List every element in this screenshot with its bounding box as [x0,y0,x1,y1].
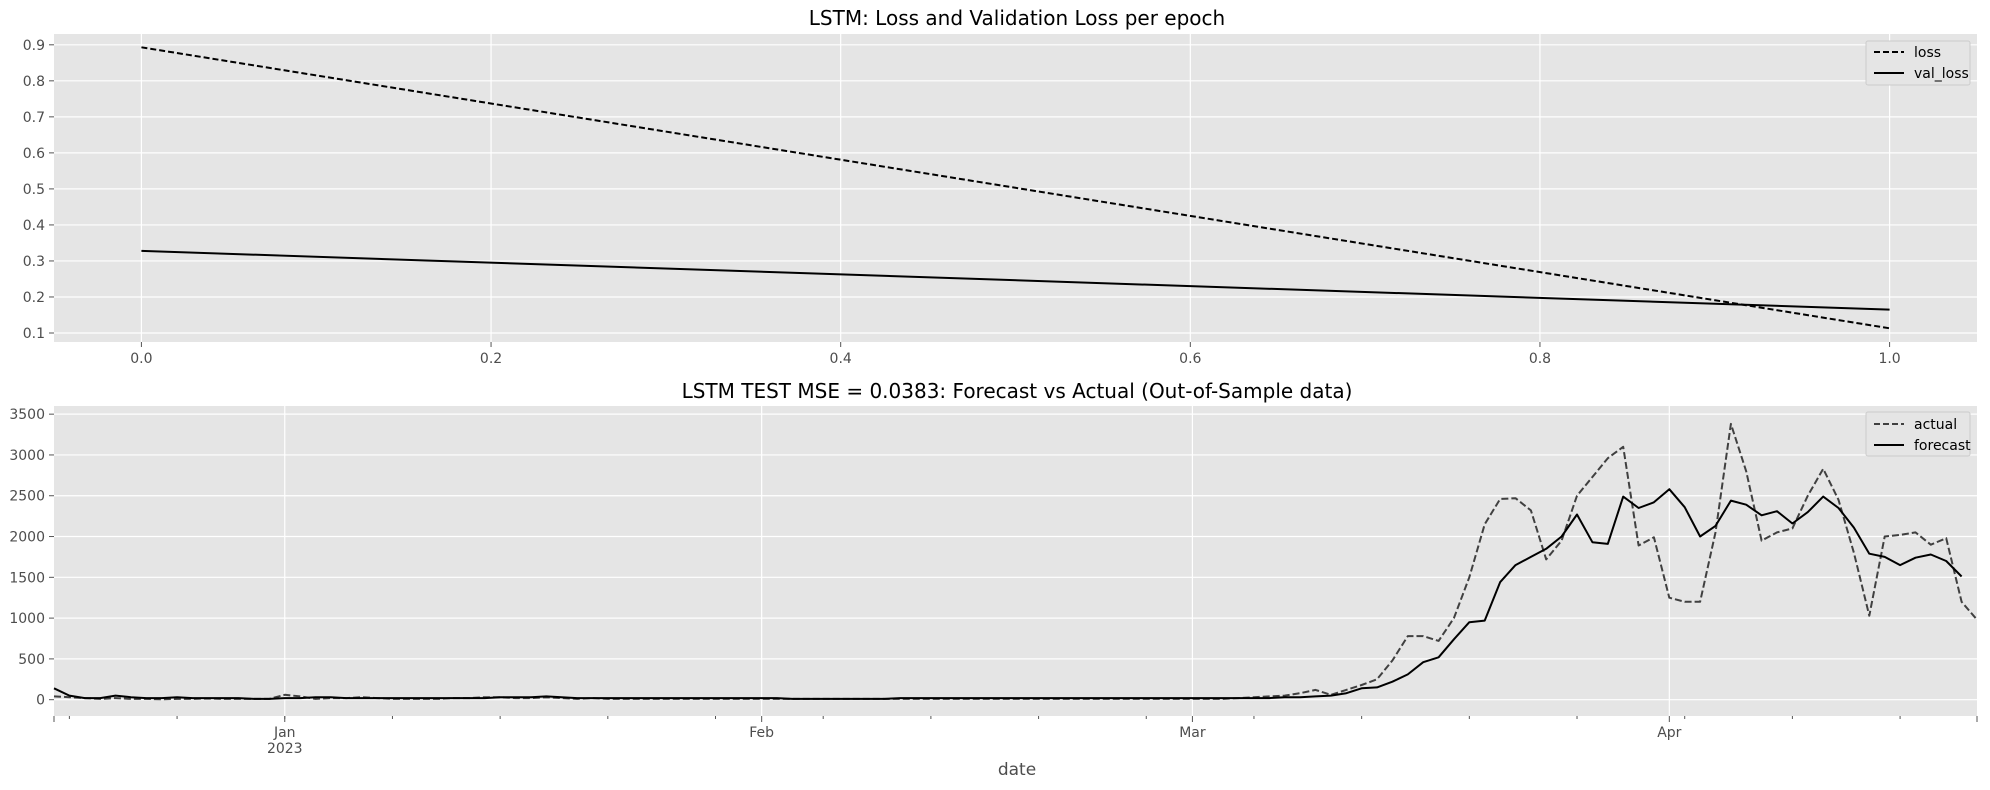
grid [54,34,1977,342]
loss-chart: LSTM: Loss and Validation Loss per epoch… [23,6,1977,367]
y-tick-label: 1500 [9,570,45,586]
y-tick-label: 0.7 [23,110,45,126]
chart-title: LSTM TEST MSE = 0.0383: Forecast vs Actu… [682,379,1353,403]
y-tick-label: 0 [36,693,45,709]
series-line-forecast [53,488,1963,700]
legend: loss val_loss [1865,40,1971,86]
y-tick-label: 2000 [9,530,45,546]
y-tick-label: 1000 [9,611,45,627]
x-tick-label: Apr [1657,725,1681,741]
series-line-val-loss [141,249,1890,311]
y-tick-label: 3500 [9,407,45,423]
x-tick-label: 1.0 [1878,351,1900,367]
y-tick-label: 0.1 [23,326,45,342]
x-tick-label: 0.4 [830,351,852,367]
legend-label-actual: actual [1914,417,1957,433]
x-tick-label: Feb [749,725,774,741]
x-tick-label: 0.2 [480,351,502,367]
y-tick-label: 2500 [9,489,45,505]
y-tick-label: 0.3 [23,254,45,270]
x-tick-label: 0.6 [1179,351,1201,367]
y-tick-label: 0.2 [23,290,45,306]
y-tick-label: 0.6 [23,146,45,162]
y-tick-label: 0.8 [23,74,45,90]
plot-area [54,406,1977,716]
series-line-loss [141,46,1890,330]
chart-title: LSTM: Loss and Validation Loss per epoch [809,6,1225,30]
legend-label-loss: loss [1914,45,1941,61]
y-tick-label: 0.9 [23,38,45,54]
y-tick-label: 0.5 [23,182,45,198]
grid [54,406,1977,716]
y-tick-label: 0.4 [23,218,45,234]
legend-label-val-loss: val_loss [1914,66,1969,82]
tick-labels: 0.0 0.2 0.4 0.6 0.8 1.0 0.1 0.2 0.3 0.4 0.5 0.6 0.7 0… [23,38,1901,367]
series-lines [53,422,1978,701]
y-tick-label: 500 [18,652,45,668]
x-tick-label: Jan [273,725,296,741]
y-tick-label: 3000 [9,448,45,464]
legend-label-forecast: forecast [1914,438,1971,454]
series-lines [141,46,1890,330]
forecast-chart: LSTM TEST MSE = 0.0383: Forecast vs Actu… [9,379,1978,780]
x-tick-label: 0.8 [1529,351,1551,367]
x-axis-label: date [998,760,1036,780]
x-tick-label: Mar [1179,725,1206,741]
x-tick-label: 0.0 [130,351,152,367]
legend: actual forecast [1865,411,1971,457]
x-tick-sublabel: 2023 [267,741,303,757]
